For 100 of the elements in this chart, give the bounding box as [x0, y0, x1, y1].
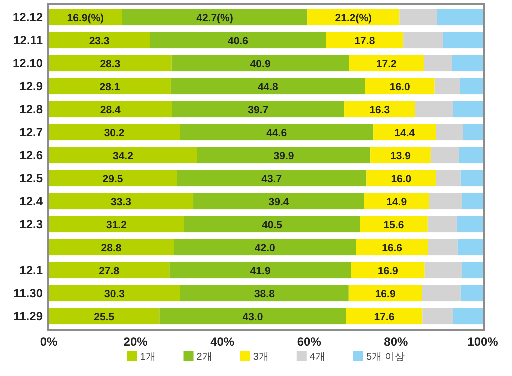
- x-tick-label: 0%: [40, 335, 58, 349]
- bar: [360, 216, 428, 233]
- bar: [452, 55, 483, 72]
- bar: [49, 308, 160, 325]
- x-tick-label: 80%: [384, 335, 409, 349]
- data-label: 28.4: [100, 104, 122, 116]
- data-label: 15.6: [384, 220, 404, 232]
- data-label: 16.0: [390, 82, 410, 94]
- bar: [422, 285, 461, 302]
- data-label: 27.8: [99, 266, 120, 278]
- bar: [346, 308, 423, 325]
- bar: [430, 147, 460, 164]
- bar: [49, 32, 150, 49]
- data-label: 14.4: [394, 128, 416, 140]
- data-label: 42.0: [254, 242, 276, 254]
- bar: [49, 101, 172, 118]
- data-label: 23.3: [89, 36, 110, 48]
- y-tick-label: 12.10: [12, 56, 44, 70]
- bar: [49, 78, 171, 95]
- y-tick-label: 12.12: [12, 10, 44, 24]
- data-label: 16.6: [382, 242, 403, 254]
- data-label: 16.3: [370, 104, 390, 116]
- data-label: 28.8: [101, 242, 122, 254]
- data-label: 25.5: [94, 312, 115, 324]
- data-label: 16.9: [378, 266, 399, 278]
- data-label: 21.2(%): [335, 12, 372, 24]
- data-label: 31.2: [106, 220, 128, 232]
- bar: [459, 147, 483, 164]
- data-label: 43.0: [242, 312, 264, 324]
- bar: [436, 9, 483, 26]
- bar: [364, 193, 430, 210]
- bar: [197, 147, 371, 164]
- bar: [462, 262, 483, 279]
- bar: [180, 285, 349, 302]
- data-label: 34.2: [112, 150, 134, 162]
- legend-label: 5개 이상: [366, 352, 405, 363]
- bar: [453, 101, 483, 118]
- data-label: 28.1: [100, 82, 120, 94]
- y-tick-label: 11.30: [14, 286, 44, 300]
- bar: [352, 262, 425, 279]
- bar: [49, 147, 198, 164]
- bar: [170, 78, 366, 95]
- data-label: 16.9(%): [67, 12, 104, 24]
- y-tick-label: 12.5: [20, 172, 44, 186]
- data-label: 39.7: [248, 104, 269, 116]
- data-label: 16.0: [391, 174, 412, 186]
- data-label: 38.8: [254, 288, 276, 300]
- bar: [172, 55, 350, 72]
- legend-label: 1개: [140, 352, 156, 363]
- bar: [194, 193, 365, 210]
- bar: [170, 262, 352, 279]
- y-tick-label: 12.4: [20, 194, 44, 208]
- bar: [49, 124, 180, 141]
- data-label: 17.8: [354, 36, 376, 48]
- data-label: 39.9: [274, 150, 294, 162]
- bar: [462, 193, 483, 210]
- data-label: 16.9: [375, 288, 396, 300]
- y-tick-label: 12.1: [20, 264, 44, 278]
- y-tick-label: 12.3: [20, 218, 44, 232]
- legend-label: 2개: [196, 352, 212, 363]
- bar: [463, 124, 483, 141]
- bar: [434, 78, 460, 95]
- data-label: 33.3: [111, 196, 132, 208]
- bar: [374, 124, 436, 141]
- bar: [428, 239, 458, 256]
- x-tick-label: 60%: [297, 335, 322, 349]
- bar: [365, 78, 435, 95]
- bar: [404, 32, 444, 49]
- data-label: 14.9: [386, 196, 408, 208]
- bar: [49, 216, 184, 233]
- bar: [460, 78, 483, 95]
- bar: [49, 262, 170, 279]
- data-label: 28.3: [100, 58, 121, 70]
- bar: [150, 32, 326, 49]
- data-label: 42.7(%): [196, 12, 234, 24]
- bar: [429, 193, 462, 210]
- data-label: 44.6: [266, 128, 288, 140]
- y-tick-label: 12.6: [20, 148, 44, 162]
- data-label: 44.8: [258, 82, 279, 94]
- bar: [348, 285, 422, 302]
- bar: [349, 55, 424, 72]
- y-tick-label: 12.11: [14, 34, 44, 48]
- legend-label: 4개: [310, 352, 326, 363]
- bar: [49, 170, 178, 187]
- bar: [174, 239, 356, 256]
- bar: [443, 32, 483, 49]
- data-label: 17.2: [376, 58, 398, 70]
- bar: [180, 124, 374, 141]
- bar: [460, 285, 483, 302]
- bar: [422, 308, 454, 325]
- data-label: 29.5: [102, 174, 124, 186]
- bar: [160, 308, 346, 325]
- bar: [428, 216, 457, 233]
- bar: [370, 147, 431, 164]
- legend-label: 3개: [253, 352, 269, 363]
- bar: [356, 239, 428, 256]
- data-label: 39.4: [268, 196, 290, 208]
- x-tick-label: 20%: [124, 335, 148, 349]
- data-label: 41.9: [250, 266, 271, 278]
- bar: [400, 9, 437, 26]
